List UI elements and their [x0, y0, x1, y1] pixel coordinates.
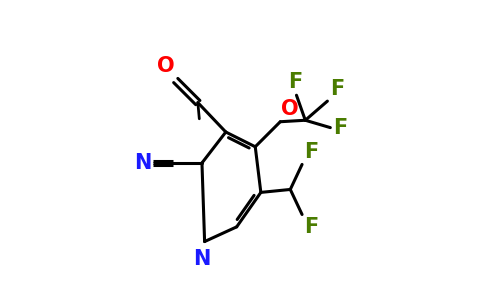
- Text: N: N: [194, 249, 211, 269]
- Text: F: F: [333, 118, 348, 138]
- Text: O: O: [157, 56, 174, 76]
- Text: F: F: [288, 72, 302, 92]
- Text: F: F: [331, 79, 345, 99]
- Text: F: F: [304, 217, 318, 237]
- Text: F: F: [304, 142, 318, 162]
- Text: O: O: [281, 99, 299, 119]
- Text: N: N: [134, 153, 151, 173]
